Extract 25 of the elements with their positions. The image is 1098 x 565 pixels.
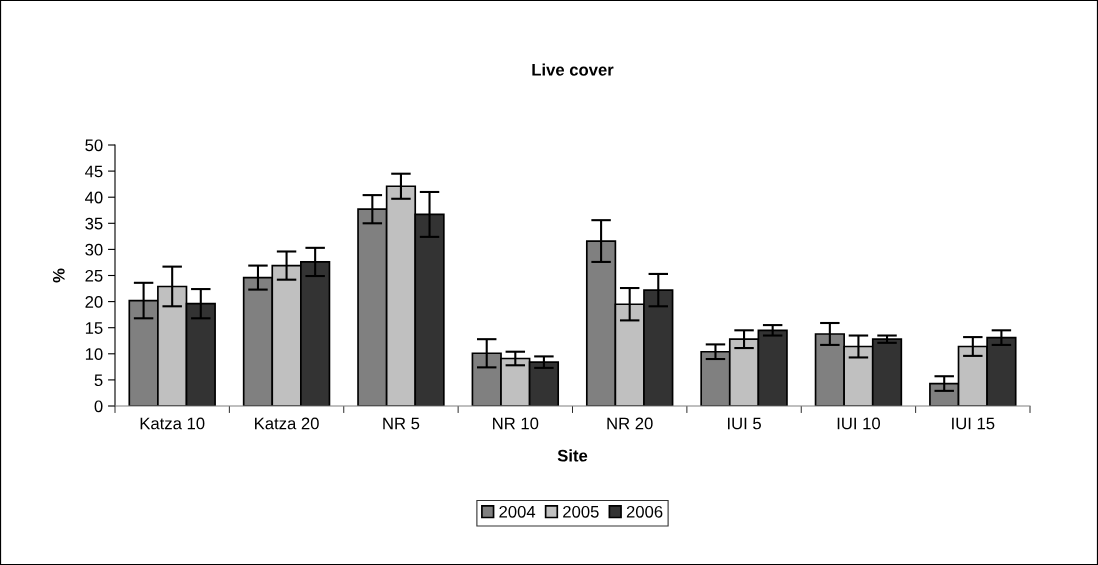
chart-title: Live cover — [532, 63, 614, 76]
y-tick-label: 15 — [85, 322, 103, 334]
y-tick-label: 0 — [94, 400, 103, 413]
x-tick-label: IUI 5 — [728, 417, 761, 430]
x-tick-label: Katza 20 — [255, 417, 319, 430]
x-tick-label: IUI 10 — [837, 417, 881, 430]
y-axis-title: % — [52, 268, 65, 283]
x-tick-label: NR 20 — [607, 417, 653, 430]
x-tick-label: IUI 15 — [952, 417, 995, 430]
x-tick-label: Katza 10 — [140, 417, 205, 430]
y-tick-label: 5 — [94, 374, 103, 387]
y-tick-label: 40 — [85, 191, 103, 204]
y-tick-label: 20 — [85, 296, 103, 308]
legend-label: 2005 — [563, 505, 599, 518]
x-tick-label: NR 5 — [383, 417, 420, 430]
legend-label: 2006 — [626, 505, 663, 518]
y-tick-label: 10 — [85, 348, 103, 360]
y-tick-label: 25 — [85, 269, 103, 282]
x-axis-title: Site — [557, 449, 588, 462]
legend-label: 2004 — [499, 505, 536, 518]
x-tick-label: NR 10 — [493, 417, 539, 430]
y-tick-label: 35 — [85, 217, 103, 230]
y-tick-label: 45 — [85, 165, 103, 178]
y-tick-label: 30 — [85, 243, 103, 256]
y-tick-label: 50 — [85, 139, 103, 152]
